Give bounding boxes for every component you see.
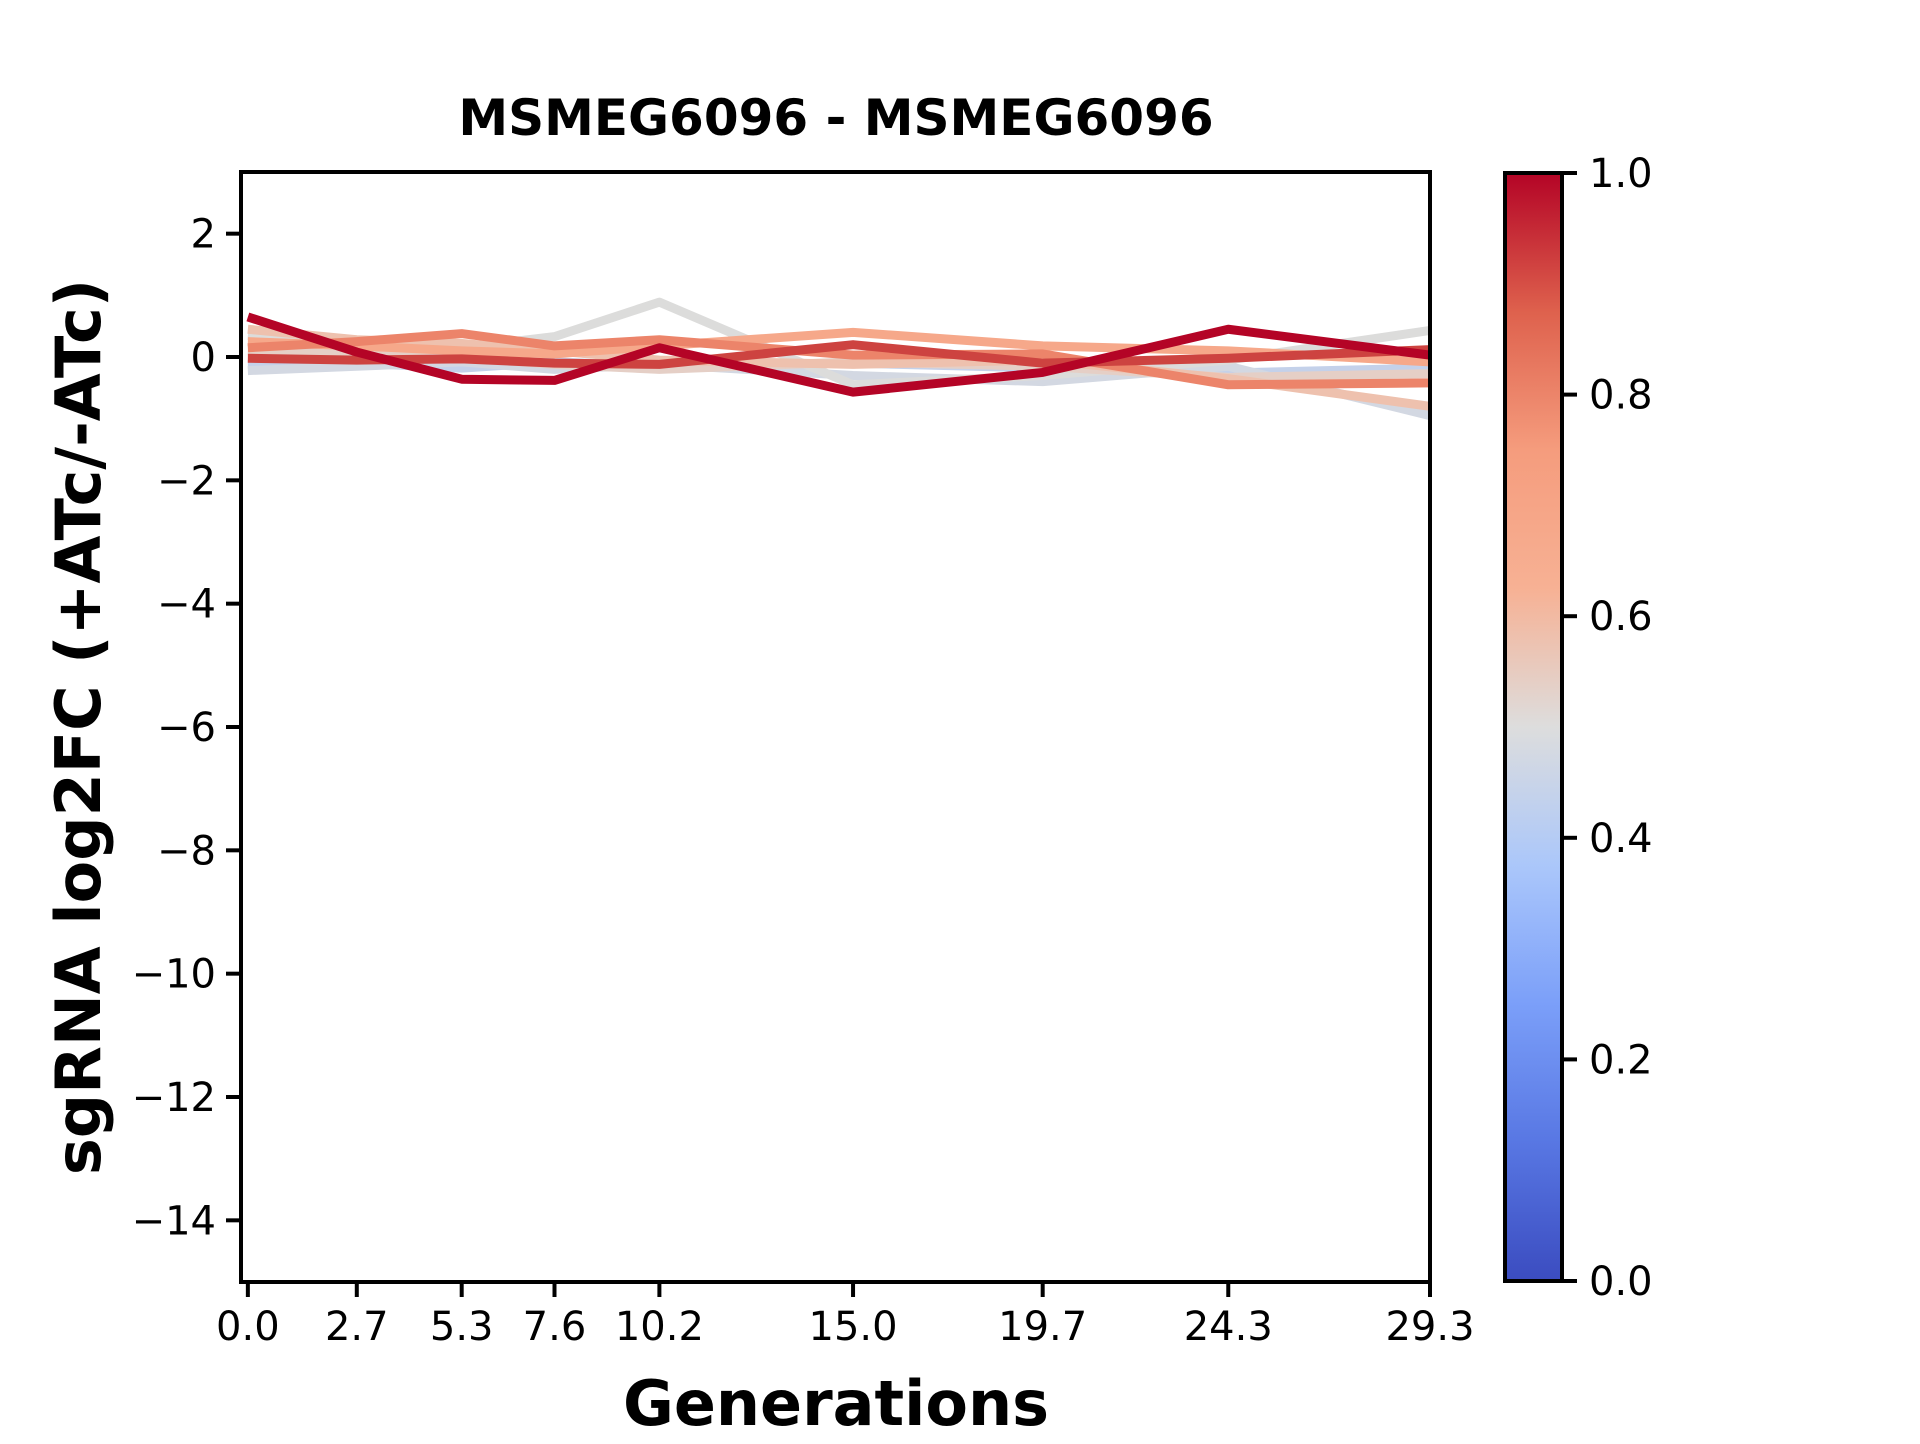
y-tick-label: −6 xyxy=(157,705,216,751)
x-axis-label: Generations xyxy=(623,1367,1049,1440)
y-tick-label: 2 xyxy=(191,212,216,258)
colorbar xyxy=(1503,171,1564,1283)
y-tick-label: 0 xyxy=(191,335,216,381)
x-tick-label: 2.7 xyxy=(325,1304,389,1350)
x-tick-label: 7.6 xyxy=(523,1304,587,1350)
colorbar-tick-label: 0.4 xyxy=(1589,816,1653,862)
series-line-sgrna-cmap-1.00 xyxy=(246,312,1431,397)
x-tick-label: 29.3 xyxy=(1385,1304,1474,1350)
y-axis-ticks: 2 0 −2 −4 −6 −8 −10 −12 −14 xyxy=(132,212,241,1244)
x-tick-label: 5.3 xyxy=(430,1304,494,1350)
y-tick-label: −12 xyxy=(132,1075,216,1121)
chart-title: MSMEG6096 - MSMEG6096 xyxy=(458,89,1213,147)
x-tick-label: 10.2 xyxy=(615,1304,704,1350)
x-tick-label: 0.0 xyxy=(216,1304,280,1350)
x-axis-ticks: 0.0 2.7 5.3 7.6 10.2 15.0 19.7 24.3 29.3 xyxy=(216,1282,1475,1350)
colorbar-ticks: 0.0 0.2 0.4 0.6 0.8 1.0 xyxy=(1562,151,1653,1305)
colorbar-tick-label: 1.0 xyxy=(1589,151,1653,197)
y-tick-label: −14 xyxy=(132,1198,216,1244)
y-tick-label: −2 xyxy=(157,458,216,504)
colorbar-tick-label: 0.8 xyxy=(1589,373,1653,419)
x-tick-label: 19.7 xyxy=(998,1304,1087,1350)
line-series-group xyxy=(246,297,1432,420)
x-tick-label: 15.0 xyxy=(809,1304,898,1350)
x-tick-label: 24.3 xyxy=(1184,1304,1273,1350)
colorbar-tick-label: 0.6 xyxy=(1589,594,1653,640)
colorbar-tick-label: 0.2 xyxy=(1589,1037,1653,1083)
y-axis-label: sgRNA log2FC (+ATc/-ATc) xyxy=(42,279,115,1175)
colorbar-tick-label: 0.0 xyxy=(1589,1259,1653,1305)
y-tick-label: −10 xyxy=(132,952,216,998)
y-tick-label: −4 xyxy=(157,582,216,628)
y-tick-label: −8 xyxy=(157,828,216,874)
series-line-sgrna-cmap-0.80 xyxy=(247,329,1431,390)
